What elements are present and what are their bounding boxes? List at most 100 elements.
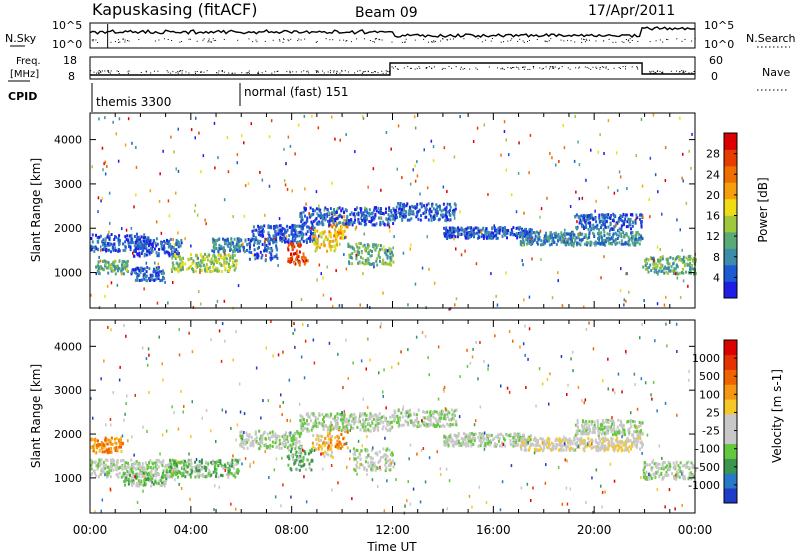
echo-cell <box>646 266 649 270</box>
echo-cell <box>312 240 315 244</box>
echo-cell <box>654 265 657 269</box>
echo-cell <box>174 470 177 474</box>
echo-cell <box>320 212 322 215</box>
echo-cell <box>549 233 552 237</box>
echo-cell <box>206 258 209 262</box>
echo-cell <box>294 447 297 450</box>
echo-cell <box>123 266 126 270</box>
echo-cell <box>117 268 120 272</box>
echo-cell <box>248 433 251 437</box>
echo-cell <box>362 420 365 423</box>
echo-cell <box>196 474 199 478</box>
echo-cell <box>379 259 381 263</box>
echo-cell <box>185 461 188 465</box>
noise-cell <box>455 297 458 301</box>
echo-cell <box>341 421 344 425</box>
noise-cell <box>619 289 622 293</box>
echo-cell <box>136 243 139 247</box>
echo-cell <box>588 214 590 217</box>
echo-cell <box>104 244 107 248</box>
echo-cell <box>444 218 447 222</box>
echo-cell <box>135 239 138 243</box>
noise-cell <box>265 254 267 258</box>
echo-cell <box>165 463 168 467</box>
echo-cell <box>136 482 139 486</box>
echo-cell <box>124 472 127 476</box>
nave-dot <box>426 67 428 69</box>
echo-cell <box>326 249 329 253</box>
echo-cell <box>211 249 214 253</box>
echo-cell <box>311 239 314 243</box>
echo-cell <box>264 246 267 250</box>
echo-cell <box>336 439 339 443</box>
nsearch-dot <box>621 41 623 43</box>
echo-cell <box>133 473 136 477</box>
echo-cell <box>225 257 228 261</box>
echo-cell <box>298 435 301 438</box>
noise-cell <box>294 152 296 156</box>
echo-cell <box>385 207 387 211</box>
echo-cell <box>450 231 453 235</box>
echo-cell <box>522 231 524 235</box>
noise-cell <box>635 154 637 157</box>
echo-cell <box>290 445 293 449</box>
echo-cell <box>149 239 152 243</box>
echo-cell <box>133 249 136 253</box>
nave-dot <box>469 68 471 70</box>
echo-cell <box>170 474 173 478</box>
echo-cell <box>324 217 327 221</box>
noise-cell <box>390 147 392 151</box>
echo-cell <box>383 223 386 226</box>
echo-cell <box>669 269 672 273</box>
echo-cell <box>123 467 126 470</box>
echo-cell <box>112 263 115 267</box>
echo-cell <box>465 229 468 233</box>
echo-cell <box>310 232 313 236</box>
echo-cell <box>388 468 391 472</box>
echo-cell <box>388 250 391 253</box>
echo-cell <box>171 265 174 269</box>
echo-cell <box>311 458 313 462</box>
echo-cell <box>412 212 415 216</box>
nsearch-dot <box>545 40 547 42</box>
echo-cell <box>392 260 395 264</box>
echo-cell <box>560 231 563 235</box>
echo-cell <box>215 238 218 242</box>
echo-cell <box>154 468 157 472</box>
echo-cell <box>392 217 395 221</box>
echo-cell <box>536 242 539 246</box>
echo-cell <box>90 458 93 462</box>
nave-dot <box>170 72 172 74</box>
echo-cell <box>138 235 141 239</box>
echo-cell <box>586 215 589 218</box>
echo-cell <box>97 267 100 271</box>
echo-cell <box>349 414 352 418</box>
echo-cell <box>304 452 307 456</box>
echo-cell <box>353 214 356 218</box>
echo-cell <box>647 270 650 274</box>
echo-cell <box>146 249 149 253</box>
echo-cell <box>377 460 380 464</box>
noise-cell <box>326 265 328 269</box>
echo-cell <box>160 270 163 274</box>
echo-cell <box>641 237 644 241</box>
echo-cell <box>300 459 303 463</box>
noise-cell <box>283 147 285 151</box>
nave-dot <box>200 71 202 73</box>
echo-cell <box>108 242 111 245</box>
nave-dot <box>636 67 638 69</box>
echo-cell <box>496 231 499 234</box>
echo-cell <box>136 253 139 257</box>
echo-cell <box>223 263 226 267</box>
echo-cell <box>616 237 619 240</box>
echo-cell <box>472 234 475 237</box>
echo-cell <box>377 252 380 256</box>
echo-cell <box>248 250 251 254</box>
echo-cell <box>389 468 392 472</box>
echo-cell <box>256 256 259 260</box>
nsearch-dot <box>339 39 341 41</box>
echo-cell <box>173 251 176 255</box>
noise-cell <box>156 301 159 305</box>
echo-cell <box>220 246 223 250</box>
echo-cell <box>302 255 305 259</box>
